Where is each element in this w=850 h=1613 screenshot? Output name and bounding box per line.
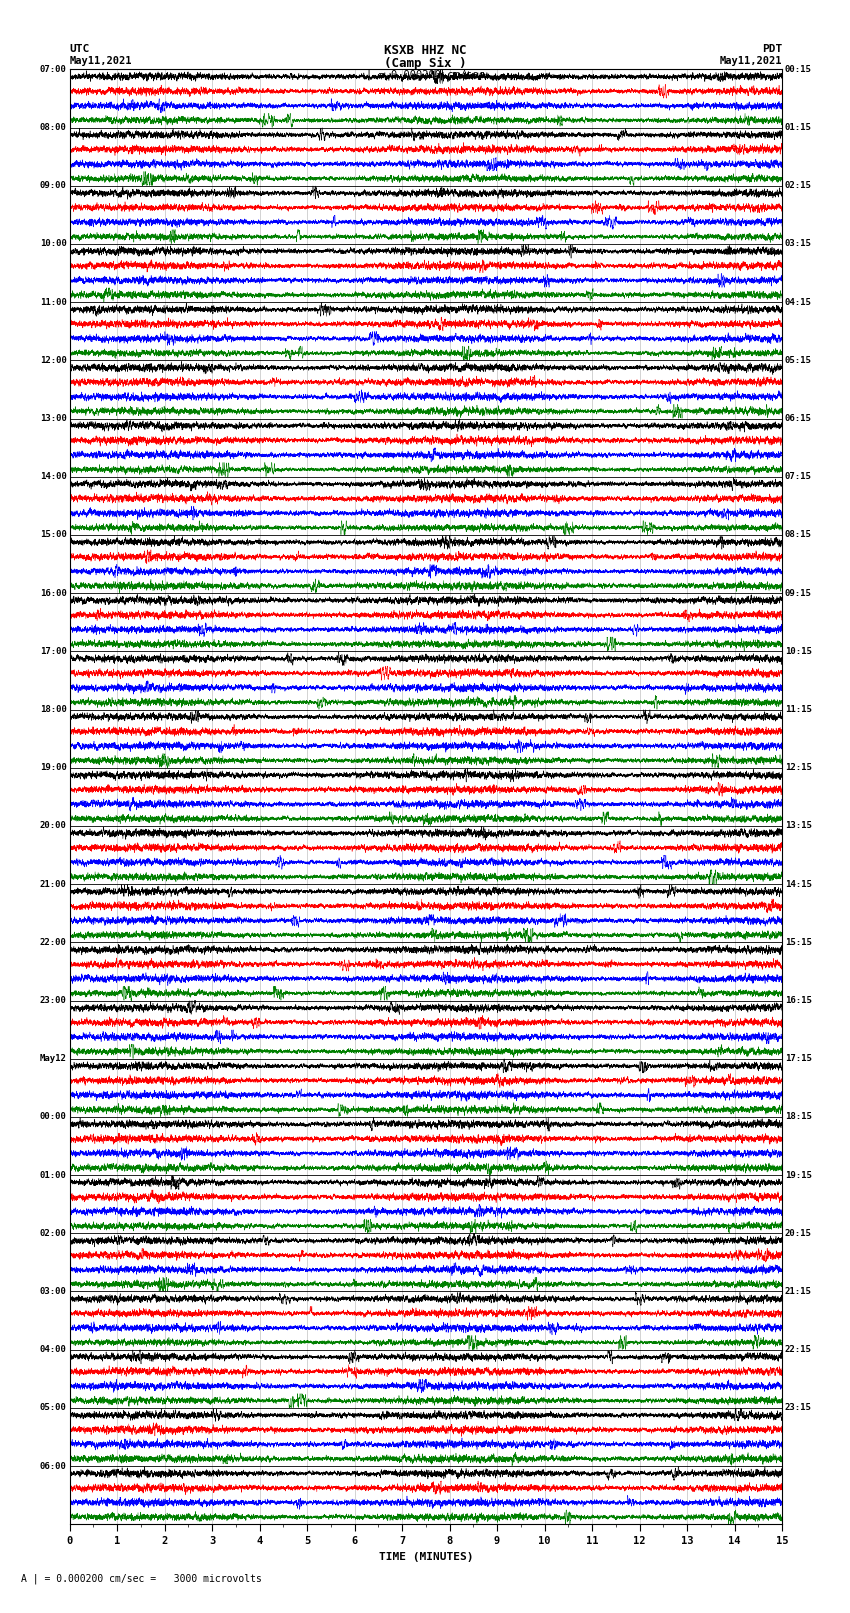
Text: 20:15: 20:15: [785, 1229, 812, 1237]
Text: 11:15: 11:15: [785, 705, 812, 715]
Text: A | = 0.000200 cm/sec =   3000 microvolts: A | = 0.000200 cm/sec = 3000 microvolts: [21, 1573, 262, 1584]
Text: 04:15: 04:15: [785, 298, 812, 306]
Text: May12: May12: [40, 1055, 67, 1063]
Text: May11,2021: May11,2021: [719, 56, 782, 66]
Text: 13:15: 13:15: [785, 821, 812, 831]
Text: 03:00: 03:00: [40, 1287, 67, 1295]
Text: 12:15: 12:15: [785, 763, 812, 773]
Text: 23:00: 23:00: [40, 995, 67, 1005]
Text: May11,2021: May11,2021: [70, 56, 133, 66]
Text: 18:00: 18:00: [40, 705, 67, 715]
Text: 08:15: 08:15: [785, 531, 812, 539]
Text: 14:15: 14:15: [785, 879, 812, 889]
X-axis label: TIME (MINUTES): TIME (MINUTES): [378, 1552, 473, 1561]
Text: UTC: UTC: [70, 44, 90, 55]
Text: 07:00: 07:00: [40, 65, 67, 74]
Text: 09:00: 09:00: [40, 181, 67, 190]
Text: 15:00: 15:00: [40, 531, 67, 539]
Text: | = 0.000200 cm/sec: | = 0.000200 cm/sec: [366, 69, 484, 81]
Text: 17:00: 17:00: [40, 647, 67, 656]
Text: 12:00: 12:00: [40, 356, 67, 365]
Text: 11:00: 11:00: [40, 298, 67, 306]
Text: 10:15: 10:15: [785, 647, 812, 656]
Text: 02:00: 02:00: [40, 1229, 67, 1237]
Text: 18:15: 18:15: [785, 1113, 812, 1121]
Text: 19:15: 19:15: [785, 1171, 812, 1179]
Text: 21:00: 21:00: [40, 879, 67, 889]
Text: 22:00: 22:00: [40, 937, 67, 947]
Text: 00:15: 00:15: [785, 65, 812, 74]
Text: 16:00: 16:00: [40, 589, 67, 598]
Text: 22:15: 22:15: [785, 1345, 812, 1355]
Text: 01:15: 01:15: [785, 123, 812, 132]
Text: 06:15: 06:15: [785, 415, 812, 423]
Text: KSXB HHZ NC: KSXB HHZ NC: [383, 44, 467, 58]
Text: 09:15: 09:15: [785, 589, 812, 598]
Text: 05:15: 05:15: [785, 356, 812, 365]
Text: 10:00: 10:00: [40, 239, 67, 248]
Text: 16:15: 16:15: [785, 995, 812, 1005]
Text: 06:00: 06:00: [40, 1461, 67, 1471]
Text: 17:15: 17:15: [785, 1055, 812, 1063]
Text: (Camp Six ): (Camp Six ): [383, 56, 467, 69]
Text: 00:00: 00:00: [40, 1113, 67, 1121]
Text: 02:15: 02:15: [785, 181, 812, 190]
Text: 21:15: 21:15: [785, 1287, 812, 1295]
Text: 04:00: 04:00: [40, 1345, 67, 1355]
Text: 07:15: 07:15: [785, 473, 812, 481]
Text: PDT: PDT: [762, 44, 782, 55]
Text: 08:00: 08:00: [40, 123, 67, 132]
Text: 20:00: 20:00: [40, 821, 67, 831]
Text: 13:00: 13:00: [40, 415, 67, 423]
Text: 14:00: 14:00: [40, 473, 67, 481]
Text: 05:00: 05:00: [40, 1403, 67, 1413]
Text: 19:00: 19:00: [40, 763, 67, 773]
Text: 01:00: 01:00: [40, 1171, 67, 1179]
Text: 03:15: 03:15: [785, 239, 812, 248]
Text: 15:15: 15:15: [785, 937, 812, 947]
Text: 23:15: 23:15: [785, 1403, 812, 1413]
